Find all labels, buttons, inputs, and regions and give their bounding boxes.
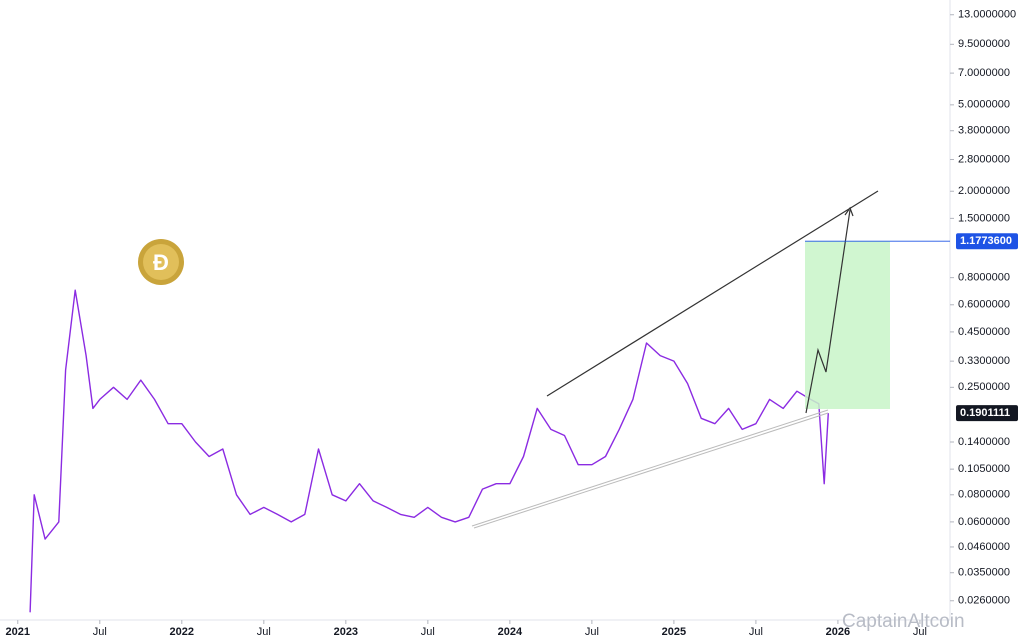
price-tag-label: 1.1773600 (960, 235, 1012, 247)
x-tick-label: 2022 (170, 626, 194, 638)
price-line (29, 289, 829, 613)
y-tick-label: 5.0000000 (958, 99, 1010, 111)
lower-trendline (473, 412, 829, 529)
y-tick-label: 0.0350000 (958, 567, 1010, 579)
logo (143, 244, 179, 280)
y-tick-label: 13.0000000 (958, 9, 1016, 21)
x-tick-label: Jul (257, 626, 271, 638)
y-tick-label: 0.2500000 (958, 381, 1010, 393)
y-tick-label: 0.0600000 (958, 516, 1010, 528)
target-zone (805, 241, 890, 409)
price-tag-label: 0.1901111 (960, 407, 1010, 419)
y-tick-label: 0.1050000 (958, 463, 1010, 475)
x-tick-label: 2021 (6, 626, 30, 638)
y-tick-label: 0.0260000 (958, 595, 1010, 607)
x-tick-label: 2026 (826, 626, 850, 638)
price-tag (956, 405, 1018, 422)
y-tick-label: 0.4500000 (958, 326, 1010, 338)
upper-trendline (546, 190, 879, 397)
x-tick-label: Jul (749, 626, 763, 638)
y-tick-label: 2.8000000 (958, 153, 1010, 165)
y-tick-label: 0.3300000 (958, 355, 1010, 367)
x-tick-label: Jul (585, 626, 599, 638)
y-tick-label: 0.0460000 (958, 541, 1010, 553)
x-tick-label: 2024 (498, 626, 523, 638)
price-tag (956, 233, 1018, 250)
x-tick-label: Jul (421, 626, 435, 638)
lower-trendline (471, 409, 829, 527)
y-tick-label: 7.0000000 (958, 67, 1010, 79)
y-tick-label: 1.5000000 (958, 212, 1010, 224)
x-tick-label: 2025 (662, 626, 686, 638)
logo-text: Ð (153, 250, 169, 275)
watermark: CaptainAltcoin (842, 611, 965, 632)
y-tick-label: 3.8000000 (958, 125, 1010, 137)
projection-arrowhead (844, 206, 854, 217)
y-tick-label: 2.0000000 (958, 185, 1010, 197)
projection-path (805, 209, 851, 414)
y-tick-label: 0.0800000 (958, 489, 1010, 501)
y-tick-label: 0.1400000 (958, 436, 1010, 448)
x-tick-label: Jul (913, 626, 927, 638)
x-tick-label: 2023 (334, 626, 358, 638)
y-tick-label: 9.5000000 (958, 38, 1010, 50)
y-tick-label: 0.6000000 (958, 299, 1010, 311)
x-tick-label: Jul (93, 626, 107, 638)
y-tick-label: 0.8000000 (958, 272, 1010, 284)
